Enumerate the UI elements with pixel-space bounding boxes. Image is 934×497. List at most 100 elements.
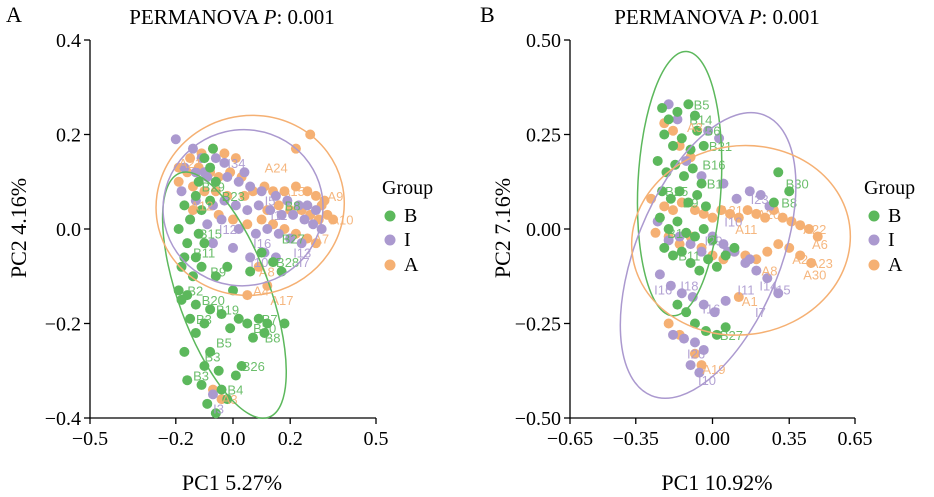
panel-b-point-a — [751, 208, 762, 219]
panel-a-point-label-i: I13 — [293, 246, 311, 261]
panel-a-point-b — [259, 327, 270, 338]
panel-b-point-b — [663, 224, 674, 234]
panel-b-point-label-b: B21 — [709, 139, 732, 154]
panel-b-point-a — [742, 205, 753, 216]
panel-a-point-a — [173, 176, 184, 187]
panel-b-point-label-b: B5 — [694, 97, 710, 112]
panel-b-point-b — [685, 144, 696, 155]
panel-b-point-b — [696, 178, 707, 189]
panel-b-point-b — [689, 110, 700, 121]
panel-b-point-a — [650, 227, 661, 238]
panel-b-point-label-a: A6 — [812, 237, 828, 252]
panel-b-point-a — [707, 212, 718, 223]
panel-b-point-b — [676, 246, 687, 257]
panel-a-point-b — [185, 214, 196, 225]
panel-a-point-a — [239, 190, 250, 201]
panel-b-point-a — [689, 348, 700, 359]
panel-a-point-b — [205, 162, 216, 173]
panel-b-point-label-a: A23 — [810, 256, 833, 271]
panel-a-point-b — [205, 195, 216, 206]
panel-b-x-tick-label: −0.35 — [613, 428, 659, 450]
panel-a-point-b — [179, 346, 190, 357]
panel-b-point-label-b: B6 — [705, 124, 721, 139]
panel-b-point-i — [665, 280, 676, 291]
panel-a-ellipse-b — [161, 171, 288, 420]
panel-a-point-b — [190, 190, 201, 201]
panel-a-point-i — [233, 176, 244, 187]
panel-a-point-label-b: B8 — [285, 198, 301, 213]
panel-b-point-i — [672, 114, 683, 125]
panel-a-point-i — [233, 224, 244, 234]
panel-b-point-label-a: A21 — [720, 203, 743, 218]
panel-b-point-b — [768, 197, 779, 208]
panel-a-point-b — [245, 266, 256, 277]
panel-a-legend-marker-a — [384, 259, 396, 271]
panel-a-legend-label-i: I — [404, 229, 411, 251]
panel-b-point-label-i: I18 — [680, 279, 698, 294]
panel-b-legend-label-a: A — [888, 254, 903, 276]
panel-a-point-i — [270, 190, 281, 201]
panel-b-point-b — [711, 261, 722, 272]
panel-b-point-b — [720, 322, 731, 333]
panel-b-point-i — [676, 288, 687, 299]
panel-b-point-b — [659, 129, 670, 140]
panel-b-title: PERMANOVA P: 0.001 — [614, 5, 820, 29]
panel-a-point-label-a: A15 — [282, 184, 305, 199]
panel-b-point-a — [795, 250, 806, 261]
panel-a-point-label-b: B3 — [193, 368, 209, 383]
panel-b-point-b — [681, 227, 692, 238]
panel-a-point-b — [233, 313, 244, 324]
panel-a-point-label-i: I3 — [213, 402, 224, 417]
panel-a-point-i — [207, 238, 218, 249]
panel-a-point-a — [199, 186, 210, 197]
panel-a-ellipse-a — [155, 114, 346, 297]
panel-b-point-label-b: B9 — [683, 196, 699, 211]
panel-a-point-i — [256, 186, 267, 197]
panel-a-legend-title: Group — [382, 177, 433, 199]
panel-b-point-b — [729, 242, 740, 253]
panel-a-point-a — [279, 186, 290, 197]
panel-b-point-a — [689, 205, 700, 216]
panel-a-point-b — [187, 271, 198, 282]
panel-a-point-label-i: I5 — [265, 194, 276, 209]
panel-a-point-a — [210, 186, 221, 197]
panel-a-point-i — [293, 200, 304, 211]
panel-a-point-b — [236, 361, 247, 372]
panel-a-point-i — [179, 162, 190, 173]
panel-a-y-tick-label: 0.4 — [56, 30, 81, 52]
panel-b-point-b — [685, 258, 696, 269]
panel-b-point-b — [784, 186, 795, 197]
panel-a-point-b — [193, 228, 204, 239]
panel-a-point-b — [176, 261, 187, 272]
panel-a-point-label-b: B3 — [196, 312, 212, 327]
panel-b-point-a — [760, 212, 771, 223]
panel-b-point-i — [698, 299, 709, 310]
panel-b-point-a — [773, 239, 784, 250]
panel-b-x-tick-label: −0.65 — [547, 428, 593, 450]
panel-a-point-label-i: I34 — [227, 156, 245, 171]
panel-b-point-a — [786, 216, 797, 227]
panel-b-legend-marker-b — [868, 210, 880, 222]
panel-a-point-b — [179, 200, 190, 211]
panel-b-point-b — [652, 155, 663, 166]
panel-a-point-b — [190, 252, 201, 263]
panel-b-point-b — [711, 329, 722, 340]
panel-a-point-label-b: B26 — [242, 359, 265, 374]
panel-a-x-tick-label: −0.5 — [72, 428, 108, 450]
panel-b-point-b — [676, 133, 687, 144]
panel-a-point-i — [273, 228, 284, 239]
panel-b-point-a — [795, 220, 806, 231]
panel-a-point-b — [205, 304, 216, 315]
panel-a-point-b — [190, 327, 201, 338]
panel-a-legend-marker-i — [384, 234, 396, 246]
panel-a-point-label-b: B15 — [199, 227, 222, 242]
panel-a-point-i — [310, 205, 321, 216]
panel-a-point-label-i: I16 — [253, 236, 271, 251]
panel-a-point-i — [216, 214, 227, 225]
panel-b-legend-marker-i — [868, 234, 880, 246]
panel-b-point-label-a: A8 — [762, 264, 778, 279]
panel-a-point-b — [210, 408, 221, 419]
panel-b-point-i — [709, 307, 720, 318]
panel-b-point-label-b: B16 — [702, 158, 725, 173]
